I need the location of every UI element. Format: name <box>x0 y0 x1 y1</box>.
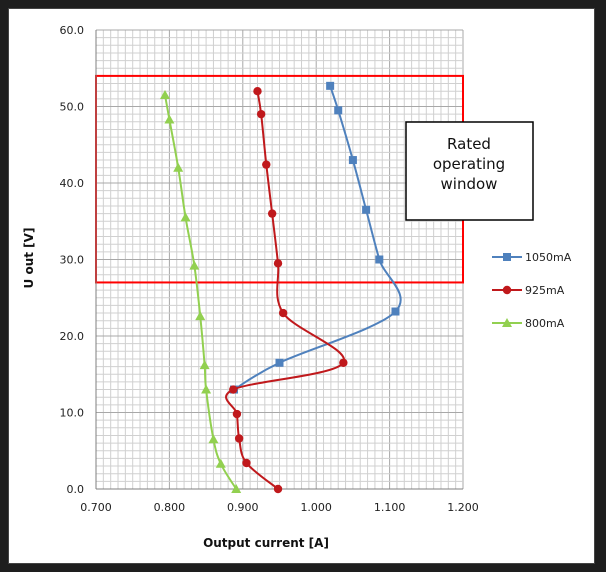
x-tick-label: 1.000 <box>300 501 332 514</box>
data-point-925mA <box>273 259 283 268</box>
axes: 0.700 0.800 0.900 1.000 1.100 1.200 0.0 10.0 20.… <box>60 24 479 514</box>
y-tick-label: 50.0 <box>60 101 85 114</box>
x-tick-label: 0.900 <box>227 501 259 514</box>
data-point-1050mA <box>334 106 343 115</box>
y-tick-label: 60.0 <box>60 24 85 37</box>
series-1050mA <box>229 81 402 394</box>
x-tick-label: 1.200 <box>447 501 479 514</box>
y-tick-label: 40.0 <box>60 177 85 190</box>
series-800mA <box>159 90 242 493</box>
data-point-800mA <box>208 434 219 444</box>
legend: 1050mA 925mA 800mA <box>492 251 572 330</box>
annotation-text: operating <box>433 155 505 173</box>
chart-frame: 0.700 0.800 0.900 1.000 1.100 1.200 0.0 10.0 20.… <box>8 8 595 564</box>
annotation-text: window <box>441 175 498 193</box>
data-point-800mA <box>164 114 175 124</box>
data-point-925mA <box>256 109 266 119</box>
data-point-925mA <box>339 358 348 367</box>
data-point-800mA <box>201 384 212 394</box>
legend-label-1050mA: 1050mA <box>525 251 572 264</box>
legend-marker-800mA <box>502 318 512 327</box>
data-point-925mA <box>253 87 262 96</box>
line-chart: 0.700 0.800 0.900 1.000 1.100 1.200 0.0 10.0 20.… <box>22 24 572 550</box>
x-axis-title: Output current [A] <box>203 536 329 550</box>
y-tick-label: 20.0 <box>60 330 85 343</box>
x-tick-label: 1.100 <box>374 501 406 514</box>
data-point-1050mA <box>326 81 335 90</box>
data-point-1050mA <box>391 307 400 316</box>
data-point-800mA <box>199 360 210 370</box>
legend-label-925mA: 925mA <box>525 284 565 297</box>
data-point-800mA <box>231 484 242 493</box>
data-point-1050mA <box>375 255 384 264</box>
legend-marker-1050mA <box>503 253 511 261</box>
data-point-925mA <box>229 385 238 394</box>
data-point-1050mA <box>275 358 284 367</box>
data-point-925mA <box>273 484 283 494</box>
data-point-800mA <box>173 162 184 172</box>
annotation-text: Rated <box>447 135 491 153</box>
data-point-925mA <box>267 209 277 218</box>
data-point-925mA <box>278 308 288 318</box>
legend-marker-925mA <box>502 285 512 295</box>
data-point-1050mA <box>348 156 357 165</box>
data-point-1050mA <box>362 205 371 214</box>
data-point-925mA <box>242 458 251 468</box>
series-line-800mA <box>164 94 238 490</box>
data-point-800mA <box>195 311 206 321</box>
y-tick-label: 0.0 <box>67 483 85 496</box>
data-point-800mA <box>180 212 191 222</box>
data-point-800mA <box>189 260 200 270</box>
annotation-layer: Rated operating window <box>405 121 534 221</box>
data-point-800mA <box>215 458 226 468</box>
y-tick-label: 10.0 <box>60 407 85 420</box>
data-point-925mA <box>234 434 244 443</box>
y-axis-title: U out [V] <box>22 228 36 289</box>
y-tick-label: 30.0 <box>60 254 85 267</box>
data-point-925mA <box>232 409 242 419</box>
x-tick-label: 0.800 <box>154 501 186 514</box>
legend-label-800mA: 800mA <box>525 317 565 330</box>
x-tick-label: 0.700 <box>80 501 112 514</box>
series-layer <box>159 81 402 494</box>
data-point-800mA <box>159 90 170 100</box>
series-925mA <box>225 87 348 494</box>
annotation-box <box>405 121 534 221</box>
series-line-1050mA <box>233 85 402 391</box>
data-point-925mA <box>262 160 271 169</box>
